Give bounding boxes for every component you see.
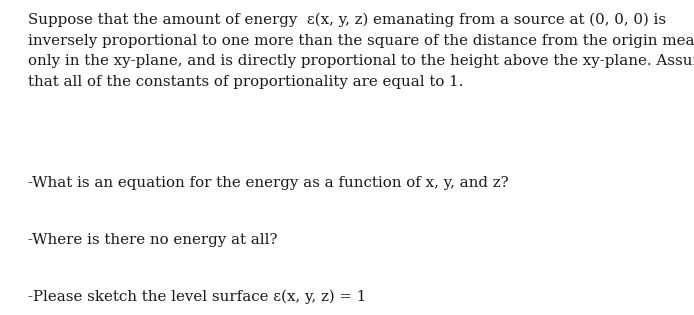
Text: Suppose that the amount of energy  ε(x, y, z) emanating from a source at (0, 0, : Suppose that the amount of energy ε(x, y… <box>28 13 694 89</box>
Text: -Where is there no energy at all?: -Where is there no energy at all? <box>28 233 278 247</box>
Text: -What is an equation for the energy as a function of x, y, and z?: -What is an equation for the energy as a… <box>28 176 509 190</box>
Text: -Please sketch the level surface ε(x, y, z) = 1: -Please sketch the level surface ε(x, y,… <box>28 290 366 304</box>
